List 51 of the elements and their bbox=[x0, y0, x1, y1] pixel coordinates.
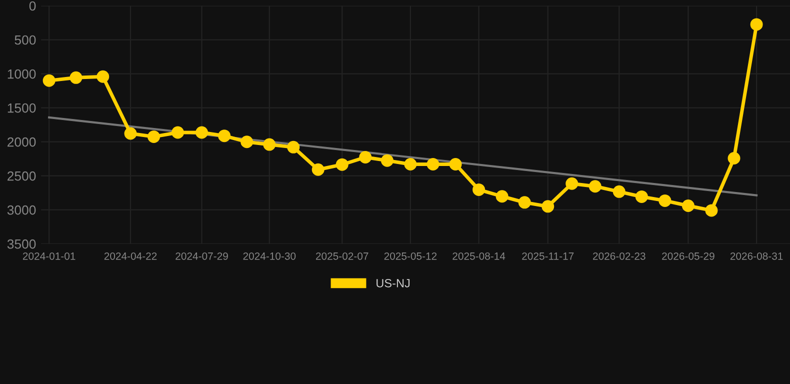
y-tick-label: 3000 bbox=[7, 205, 36, 215]
y-tick-label: 0 bbox=[29, 1, 36, 11]
point bbox=[172, 126, 184, 139]
point bbox=[312, 163, 324, 176]
point bbox=[287, 140, 300, 154]
y-tick-label: 3500 bbox=[7, 239, 36, 249]
x-tick-label: 2025-02-07 bbox=[316, 252, 368, 260]
x-tick-label: 2026-08-31 bbox=[730, 252, 783, 260]
x-tick-label: 2024-01-01 bbox=[22, 252, 76, 260]
point bbox=[612, 185, 626, 198]
point bbox=[566, 177, 578, 190]
point bbox=[96, 70, 110, 83]
x-tick-label: 2026-02-23 bbox=[593, 252, 646, 260]
x-tick-label: 2024-04-22 bbox=[104, 252, 157, 260]
point bbox=[426, 158, 440, 171]
x-tick-label: 2024-07-29 bbox=[176, 252, 228, 260]
point bbox=[336, 158, 348, 171]
point bbox=[42, 74, 56, 87]
y-tick-label: 2500 bbox=[8, 171, 36, 181]
y-tick-label: 1500 bbox=[8, 103, 36, 113]
point bbox=[588, 180, 602, 193]
point bbox=[472, 183, 486, 196]
point bbox=[728, 152, 740, 165]
legend-label: US-NJ bbox=[376, 279, 410, 288]
x-tick-label: 2025-11-17 bbox=[522, 252, 574, 260]
point bbox=[449, 158, 462, 171]
x-tick-label: 2024-10-30 bbox=[243, 252, 296, 260]
point bbox=[218, 130, 231, 142]
x-tick-label: 2026-05-29 bbox=[662, 252, 714, 260]
point bbox=[750, 18, 763, 31]
point bbox=[635, 190, 648, 203]
point bbox=[682, 199, 694, 212]
point bbox=[658, 194, 672, 207]
y-tick-label: 500 bbox=[14, 35, 36, 45]
point bbox=[518, 196, 531, 209]
point bbox=[380, 154, 394, 167]
point bbox=[404, 158, 417, 171]
point bbox=[148, 130, 160, 143]
x-tick-label: 2025-05-12 bbox=[384, 252, 437, 260]
x-tick-label: 2025-08-14 bbox=[452, 252, 506, 260]
point bbox=[196, 126, 208, 139]
y-tick-label: 1000 bbox=[8, 69, 36, 79]
y-tick-label: 2000 bbox=[8, 137, 36, 147]
point bbox=[359, 150, 372, 164]
point bbox=[240, 136, 254, 148]
point bbox=[70, 71, 82, 84]
point bbox=[496, 190, 508, 203]
point bbox=[705, 204, 718, 217]
point bbox=[263, 138, 276, 151]
point bbox=[124, 127, 137, 140]
point bbox=[542, 200, 554, 213]
